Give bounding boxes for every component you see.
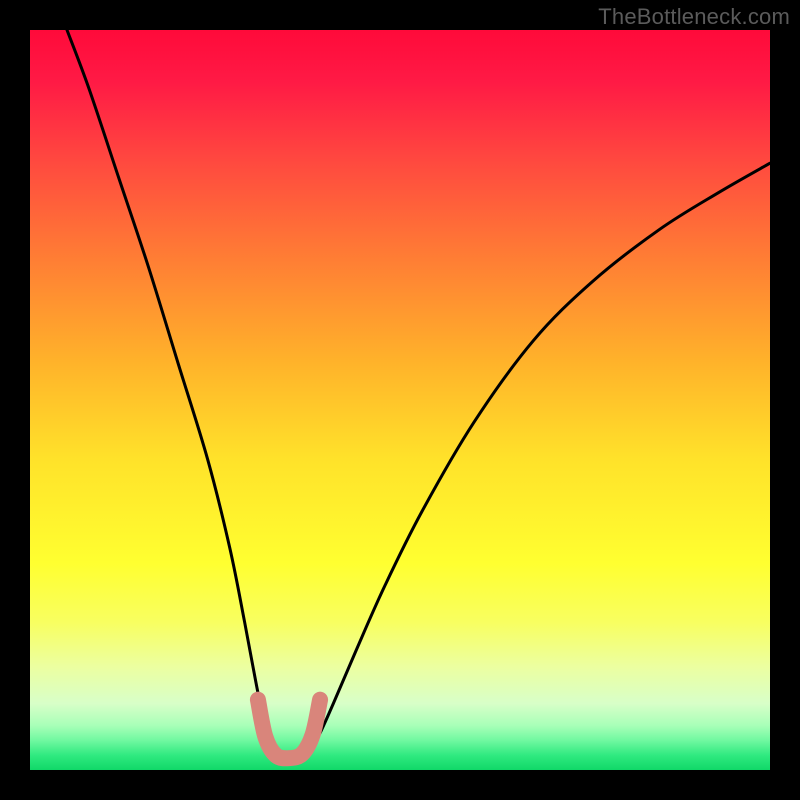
watermark-text: TheBottleneck.com (598, 4, 790, 30)
bottleneck-curve (67, 30, 770, 760)
chart-svg (30, 30, 770, 770)
recommended-range-marker (258, 700, 320, 759)
